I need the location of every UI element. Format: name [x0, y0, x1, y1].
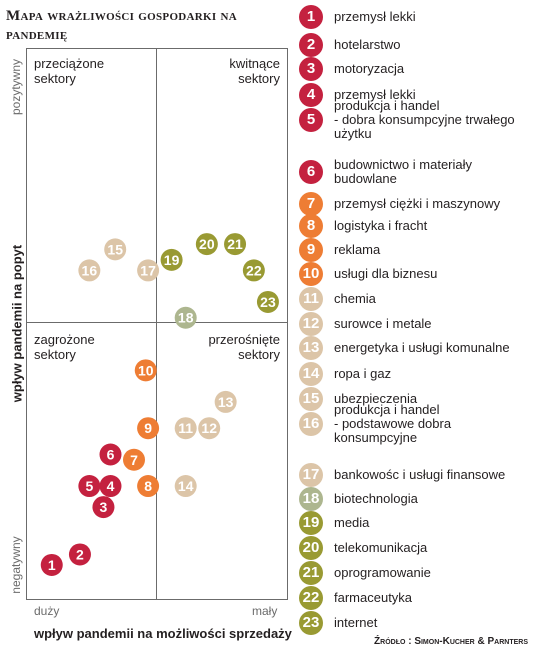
legend-label: farmaceutyka [334, 590, 413, 605]
legend-label: motoryzacja [334, 61, 405, 76]
quadrant-label-overgrown: przerośnięte sektory [208, 332, 280, 362]
legend-badge: 8 [299, 214, 323, 238]
legend-badge: 13 [299, 336, 323, 360]
legend-label: ubezpieczenia [334, 391, 418, 406]
legend-label: biotechnologia [334, 491, 418, 506]
legend-badge: 23 [299, 611, 323, 635]
legend-badge: 1 [299, 5, 323, 29]
legend-label: media [334, 515, 370, 530]
quadrant-label-thriving: kwitnące sektory [229, 56, 280, 86]
legend-label: przemysł ciężki i maszynowy [334, 196, 501, 211]
legend-badge: 21 [299, 561, 323, 585]
legend: 1 przemysł lekki 2 hotelarstwo 3 motoryzacja 4… [298, 0, 536, 635]
legend-badge: 15 [299, 387, 323, 411]
legend-label: oprogramowanie [334, 565, 431, 580]
legend-label: bankowośc i usługi finansowe [334, 467, 506, 482]
vertical-divider [156, 48, 157, 600]
quadrant-label-overloaded: przeciążone sektory [34, 56, 104, 86]
legend-badge: 14 [299, 362, 323, 386]
legend-label: energetyka i usługi komunalne [334, 340, 510, 355]
legend-label: chemia [334, 291, 376, 306]
quadrant-label-overloaded-text: przeciążone sektory [34, 56, 105, 86]
x-axis-label: wpływ pandemii na możliwości sprzedaży [34, 626, 292, 641]
legend-badge: 18 [299, 487, 323, 511]
legend-label: produkcja i handel - dobra konsumpcyjne … [334, 98, 515, 141]
legend-label: budownictwo i materiały budowlane [334, 157, 473, 186]
legend-label: internet [334, 615, 378, 630]
legend-badge: 9 [299, 238, 323, 262]
legend-badge: 19 [299, 511, 323, 535]
legend-label: surowce i metale [334, 316, 432, 331]
legend-badge: 5 [299, 108, 323, 132]
chart-title: Mapa wrażliwości gospodarki na pandemię [6, 8, 238, 43]
legend-badge: 11 [299, 287, 323, 311]
legend-label: przemysł lekki [334, 87, 416, 102]
legend-label: produkcja i handel - podstawowe dobra ko… [334, 402, 452, 445]
source-note: Źródło : Simon-Kucher & Parnters [374, 636, 528, 647]
legend-badge: 7 [299, 192, 323, 216]
legend-label: hotelarstwo [334, 37, 401, 52]
x-tick-large: duży [34, 604, 60, 618]
legend-badge: 16 [299, 412, 323, 436]
y-axis-label: wpływ pandemii na popyt [9, 244, 25, 403]
y-tick-negative: negatywny [9, 536, 23, 594]
legend-label: logistyka i fracht [334, 218, 428, 233]
legend-label: reklama [334, 242, 381, 257]
quadrant-label-threatened: zagrożone sektory [34, 332, 95, 362]
legend-badge: 22 [299, 586, 323, 610]
quadrant-label-thriving-text: kwitnące sektory [229, 56, 280, 86]
horizontal-divider [26, 322, 288, 323]
legend-badge: 17 [299, 463, 323, 487]
legend-label: ropa i gaz [334, 366, 392, 381]
y-tick-positive: pozytywny [9, 58, 23, 116]
x-tick-small: mały [252, 604, 278, 618]
legend-badge: 20 [299, 536, 323, 560]
legend-label: przemysł lekki [334, 9, 416, 24]
legend-badge: 3 [299, 57, 323, 81]
quadrant-label-overgrown-text: przerośnięte sektory [208, 332, 280, 362]
legend-badge: 6 [299, 160, 323, 184]
quadrant-label-threatened-text: zagrożone sektory [34, 332, 95, 362]
legend-badge: 4 [299, 83, 323, 107]
legend-badge: 10 [299, 262, 323, 286]
legend-label: usługi dla biznesu [334, 266, 438, 281]
legend-badge: 2 [299, 33, 323, 57]
legend-label: telekomunikacja [334, 540, 428, 555]
plot-area [26, 48, 288, 600]
legend-badge: 12 [299, 312, 323, 336]
